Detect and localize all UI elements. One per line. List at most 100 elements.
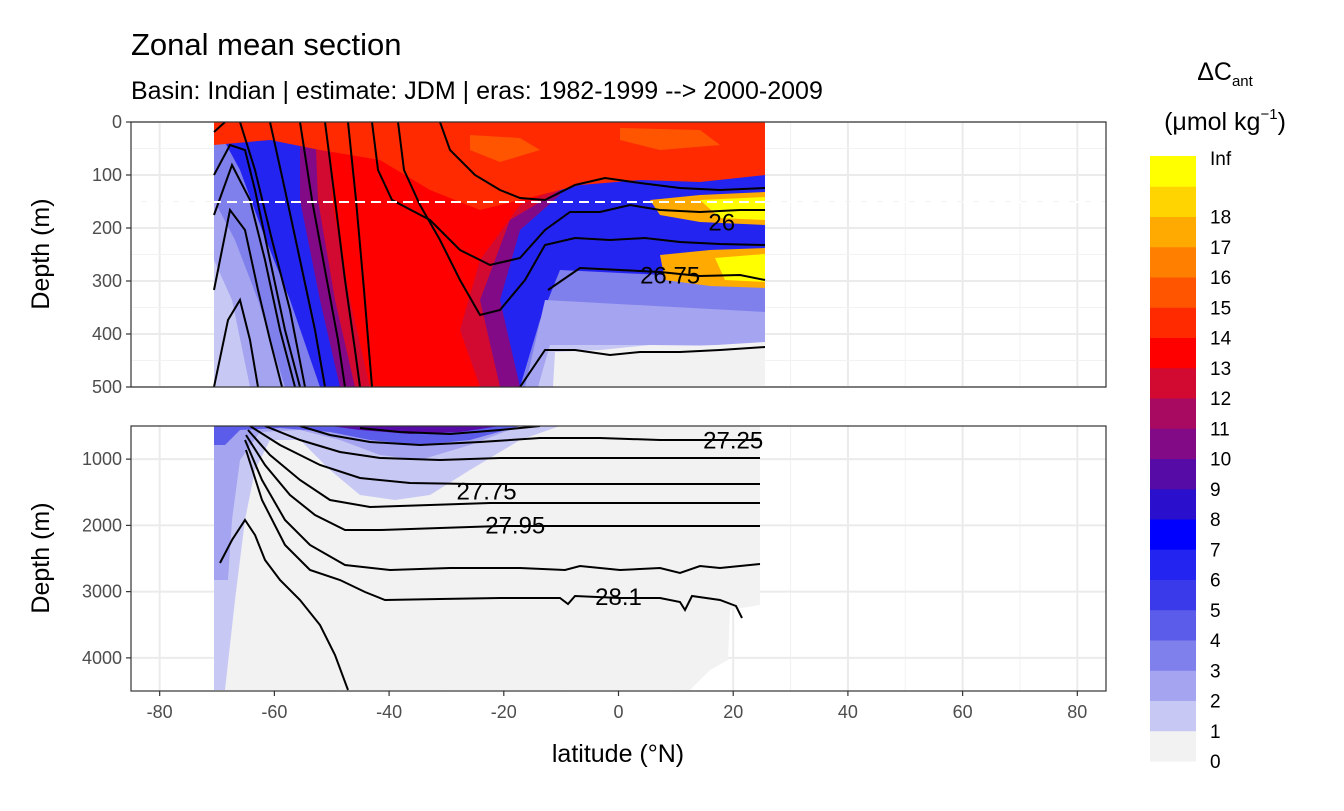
legend-tick-label: 1 xyxy=(1210,722,1221,743)
x-tick-label: -60 xyxy=(261,702,287,722)
top-isopycnal-labels: 26 26.75 xyxy=(640,210,735,290)
legend-tick-label: 16 xyxy=(1210,268,1231,289)
legend-color-step xyxy=(1150,186,1196,217)
x-axis-label: latitude (°N) xyxy=(552,740,684,768)
y-tick-label: 100 xyxy=(92,165,122,185)
legend-tick-label: 9 xyxy=(1210,480,1221,501)
chart-title: Zonal mean section xyxy=(131,27,402,62)
bottom-isopycnal xyxy=(219,518,349,691)
top-isopycnal xyxy=(299,122,346,387)
legend-tick-label: 13 xyxy=(1210,359,1231,380)
top-isopycnal xyxy=(269,122,326,387)
legend-tick-label: 4 xyxy=(1210,631,1221,652)
bottom-field-purple-band xyxy=(330,426,500,434)
x-tick-label: 40 xyxy=(838,702,858,722)
chart-subtitle: Basin: Indian | estimate: JDM | eras: 19… xyxy=(131,77,823,105)
top-field-surface-orange xyxy=(214,122,765,210)
top-isopycnal xyxy=(213,143,301,387)
top-field-lightest-blue-south xyxy=(214,260,250,387)
y-tick-label: 400 xyxy=(92,324,122,344)
legend-tick-label: 14 xyxy=(1210,329,1232,350)
bottom-isopycnal xyxy=(245,434,760,531)
top-y-axis: 0 100 200 300 400 500 xyxy=(92,112,131,397)
top-isopycnal xyxy=(439,122,766,202)
legend-color-step xyxy=(1150,700,1196,732)
legend-tick-label: 5 xyxy=(1210,601,1221,622)
y-tick-label: 4000 xyxy=(82,648,122,668)
top-isopycnal xyxy=(239,122,306,387)
legend-color-step xyxy=(1150,670,1196,701)
legend-color-step xyxy=(1150,277,1196,308)
isopycnal-label: 27.25 xyxy=(703,428,763,455)
legend-color-step xyxy=(1150,246,1196,278)
y-tick-label: 0 xyxy=(112,112,122,132)
legend-color-step xyxy=(1150,458,1196,490)
legend-unit-sup: −1 xyxy=(1260,106,1277,123)
top-isopycnal xyxy=(519,346,766,387)
y-tick-label: 200 xyxy=(92,218,122,238)
legend-color-step xyxy=(1150,579,1196,611)
legend-tick-label: 11 xyxy=(1210,419,1230,440)
bottom-isopycnal xyxy=(247,429,760,509)
bottom-isopycnal xyxy=(299,426,760,447)
isopycnal-label: 27.75 xyxy=(457,479,517,506)
bottom-field-lightest-blue xyxy=(214,426,560,690)
legend-title: ΔCant xyxy=(1197,58,1253,90)
bottom-isopycnal xyxy=(249,426,760,485)
x-tick-label: -80 xyxy=(147,702,173,722)
top-isopycnal xyxy=(324,122,361,387)
legend-tick-label: 0 xyxy=(1210,752,1221,773)
top-isopycnal xyxy=(397,122,766,317)
x-tick-label: -20 xyxy=(491,702,517,722)
legend-color-step xyxy=(1150,488,1196,520)
top-field-zero-north xyxy=(553,342,765,387)
top-field-surface-orange2 xyxy=(470,135,540,162)
legend-title-main: ΔC xyxy=(1197,58,1232,86)
legend-tick-label: 17 xyxy=(1210,238,1231,259)
legend-color-step xyxy=(1150,337,1196,369)
y-tick-label: 1000 xyxy=(82,449,122,469)
isopycnal-label: 28.1 xyxy=(595,584,642,611)
top-isopycnals xyxy=(213,122,766,387)
isopycnal-label: 26 xyxy=(708,210,735,237)
legend-tick-label: 6 xyxy=(1210,571,1221,592)
legend-tick-label: 2 xyxy=(1210,692,1221,713)
x-axis: -80 -60 -40 -20 0 20 40 60 80 xyxy=(147,691,1087,722)
bottom-y-axis: 1000 2000 3000 4000 xyxy=(82,449,131,668)
legend-color-step xyxy=(1150,549,1196,580)
legend-color-step xyxy=(1150,609,1196,641)
y-axis-label-top: Depth (m) xyxy=(27,198,55,309)
isopycnal-label: 27.95 xyxy=(485,512,545,539)
legend-color-step xyxy=(1150,398,1196,429)
legend-color-step xyxy=(1150,307,1196,338)
legend-unit-end: ) xyxy=(1278,108,1286,136)
top-isopycnal xyxy=(213,122,226,133)
legend-color-step xyxy=(1150,367,1196,399)
x-tick-label: 80 xyxy=(1067,702,1087,722)
bottom-isopycnal xyxy=(245,449,743,619)
bottom-isopycnal-labels: 27.25 27.75 27.95 28.1 xyxy=(457,428,764,611)
top-isopycnal xyxy=(213,162,296,387)
legend-color-step xyxy=(1150,428,1196,459)
top-panel-border xyxy=(130,121,1107,388)
legend-tick-label: 12 xyxy=(1210,389,1231,410)
bottom-panel: 27.25 27.75 27.95 28.1 1000 2000 3000 4000 -80… xyxy=(82,425,1107,722)
top-field-surface-orange3 xyxy=(620,128,720,150)
bottom-isopycnal xyxy=(359,426,541,436)
isopycnal-label: 26.75 xyxy=(640,263,700,290)
bottom-field-zero xyxy=(214,426,760,690)
x-tick-label: 20 xyxy=(723,702,743,722)
x-tick-label: 60 xyxy=(953,702,973,722)
top-panel-field xyxy=(131,122,1106,387)
legend-title-sub: ant xyxy=(1232,73,1254,90)
bottom-isopycnal xyxy=(264,426,760,462)
y-tick-label: 500 xyxy=(92,377,122,397)
legend-tick-label: 10 xyxy=(1210,450,1231,471)
legend-unit: (μmol kg−1) xyxy=(1164,106,1286,136)
top-isopycnal xyxy=(213,207,283,387)
legend-tick-label: 18 xyxy=(1210,208,1231,229)
top-isopycnal xyxy=(371,122,765,267)
color-legend: ΔCant (μmol kg−1) 0123456789101112131415… xyxy=(1150,58,1286,773)
